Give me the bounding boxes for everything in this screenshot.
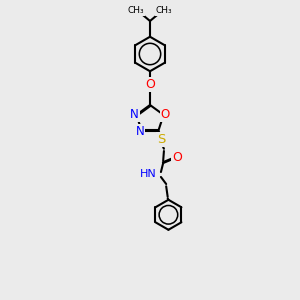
- Text: CH₃: CH₃: [156, 6, 172, 15]
- Text: N: N: [135, 125, 144, 138]
- Text: N: N: [130, 108, 139, 121]
- Text: O: O: [172, 151, 182, 164]
- Text: CH₃: CH₃: [128, 6, 144, 15]
- Text: O: O: [145, 78, 155, 91]
- Text: HN: HN: [140, 169, 157, 179]
- Text: O: O: [161, 108, 170, 121]
- Text: S: S: [158, 133, 166, 146]
